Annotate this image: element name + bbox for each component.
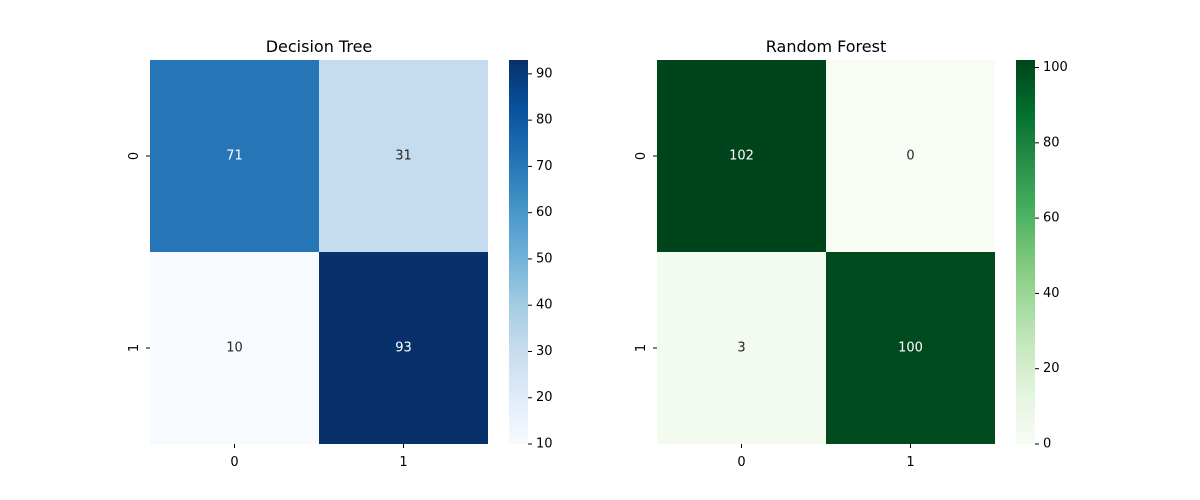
colorbar xyxy=(1016,60,1035,444)
cell-value-label: 3 xyxy=(737,341,745,356)
chart-title: Decision Tree xyxy=(266,37,373,56)
cell-value-label: 10 xyxy=(226,341,243,356)
heatmap-cell xyxy=(319,252,488,444)
y-tick-label: 0 xyxy=(634,152,649,160)
colorbar-tick-label: 20 xyxy=(536,390,553,405)
colorbar-tick-label: 40 xyxy=(1043,286,1060,301)
colorbar-tick-label: 0 xyxy=(1043,437,1051,452)
x-tick-label: 0 xyxy=(737,455,745,470)
colorbar-tick-label: 100 xyxy=(1043,60,1068,75)
colorbar-tick-label: 90 xyxy=(536,66,553,81)
heatmap-cell xyxy=(150,60,319,252)
y-tick-label: 1 xyxy=(127,344,142,352)
heatmap-cell xyxy=(826,60,995,252)
colorbar-tick-label: 70 xyxy=(536,159,553,174)
heatmap-cell xyxy=(826,252,995,444)
colorbar-tick-label: 20 xyxy=(1043,361,1060,376)
colorbar-tick-label: 50 xyxy=(536,251,553,266)
chart-title: Random Forest xyxy=(766,37,886,56)
cell-value-label: 71 xyxy=(226,149,243,164)
colorbar-tick-label: 80 xyxy=(1043,135,1060,150)
x-tick-label: 0 xyxy=(230,455,238,470)
heatmap-cell xyxy=(657,60,826,252)
cell-value-label: 102 xyxy=(729,149,754,164)
colorbar-tick-label: 40 xyxy=(536,298,553,313)
y-tick-label: 1 xyxy=(634,344,649,352)
heatmap-cell xyxy=(150,252,319,444)
colorbar xyxy=(509,60,528,444)
cell-value-label: 0 xyxy=(906,149,914,164)
colorbar-tick-label: 30 xyxy=(536,344,553,359)
colorbar-tick-label: 10 xyxy=(536,437,553,452)
colorbar-tick-label: 60 xyxy=(1043,211,1060,226)
heatmap-cell xyxy=(319,60,488,252)
x-tick-label: 1 xyxy=(906,455,914,470)
cell-value-label: 93 xyxy=(395,341,412,356)
colorbar-tick-label: 80 xyxy=(536,113,553,128)
y-tick-label: 0 xyxy=(127,152,142,160)
x-tick-label: 1 xyxy=(399,455,407,470)
colorbar-tick-label: 60 xyxy=(536,205,553,220)
heatmap-cell xyxy=(657,252,826,444)
cell-value-label: 31 xyxy=(395,149,412,164)
cell-value-label: 100 xyxy=(898,341,923,356)
